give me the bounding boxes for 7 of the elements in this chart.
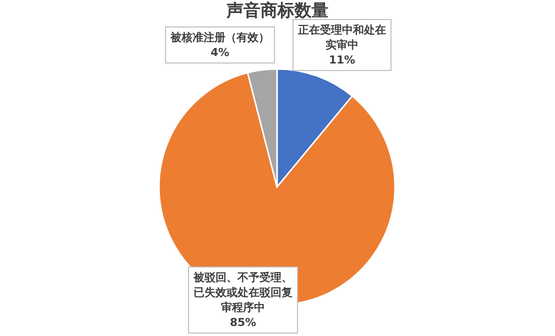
data-label: 11%: [328, 54, 356, 66]
slice-label: 被核准注册（有效）: [170, 31, 270, 44]
data-label: 85%: [230, 316, 256, 329]
slice-label: 正在受理中和处在实审中: [297, 24, 386, 52]
data-label: 4%: [210, 46, 230, 59]
chart-title: 声音商标数量: [226, 0, 330, 22]
slice-label: 被驳回、不予受理、已失效或处在驳回复审程序中: [192, 271, 292, 314]
